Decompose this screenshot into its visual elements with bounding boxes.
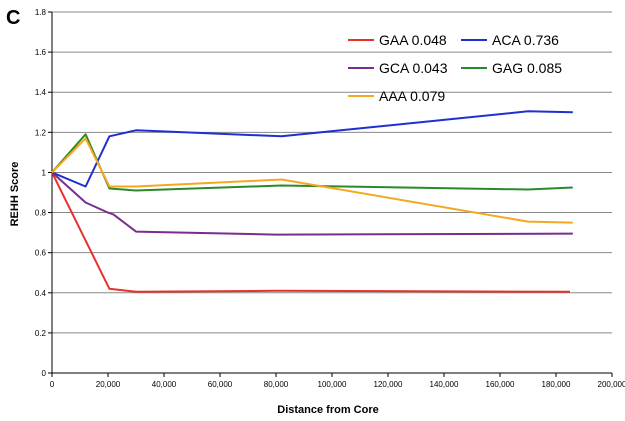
legend-item: ACA 0.736	[461, 32, 559, 48]
series-line	[51, 171, 571, 293]
legend-label: GAA 0.048	[379, 32, 447, 48]
x-tick-label: 60,000	[208, 380, 233, 389]
gridlines	[52, 11, 612, 334]
series-lines	[51, 110, 573, 293]
x-tick-label: 0	[50, 380, 55, 389]
panel-label: C	[6, 7, 20, 29]
x-tick-label: 80,000	[264, 380, 289, 389]
y-tick-label: 0	[42, 369, 47, 378]
x-tick-label: 160,000	[486, 380, 515, 389]
x-tick-label: 180,000	[542, 380, 571, 389]
y-tick-label: 0.8	[35, 209, 47, 218]
legend-item: GCA 0.043	[348, 60, 448, 76]
series-line	[51, 137, 573, 224]
x-tick-label: 140,000	[430, 380, 459, 389]
legend: GAA 0.048 ACA 0.736 GCA 0.043 GAG 0.085 AAA …	[348, 32, 562, 104]
y-tick-label: 1.6	[35, 48, 47, 57]
legend-label: GCA 0.043	[379, 60, 448, 76]
y-tick-label: 1.4	[35, 88, 47, 97]
x-tick-labels: 0 20,000 40,000 60,000 80,000 100,000 120,000 1…	[50, 380, 625, 389]
y-tick-label: 1.8	[35, 8, 47, 17]
y-tick-label: 0.6	[35, 249, 47, 258]
x-tick-label: 100,000	[318, 380, 347, 389]
legend-label: GAG 0.085	[492, 60, 562, 76]
y-tick-label: 0.4	[35, 289, 47, 298]
y-tick-label: 1.2	[35, 128, 47, 137]
y-tick-label: 1	[42, 168, 47, 177]
x-axis-title: Distance from Core	[277, 404, 378, 416]
x-tick-label: 20,000	[96, 380, 121, 389]
series-line	[51, 171, 573, 236]
y-axis-title: REHH Score	[9, 162, 21, 227]
x-tick-label: 120,000	[374, 380, 403, 389]
legend-item: GAG 0.085	[461, 60, 562, 76]
legend-item: AAA 0.079	[348, 88, 445, 104]
x-tick-label: 200,000	[598, 380, 625, 389]
x-tick-label: 40,000	[152, 380, 177, 389]
axes	[48, 11, 613, 377]
legend-label: ACA 0.736	[492, 32, 559, 48]
legend-item: GAA 0.048	[348, 32, 447, 48]
y-tick-label: 0.2	[35, 329, 47, 338]
series-line	[51, 133, 573, 192]
series-line	[51, 110, 573, 188]
y-tick-labels: 0 0.2 0.4 0.6 0.8 1 1.2 1.4 1.6 1.8	[35, 8, 47, 378]
legend-label: AAA 0.079	[379, 88, 445, 104]
